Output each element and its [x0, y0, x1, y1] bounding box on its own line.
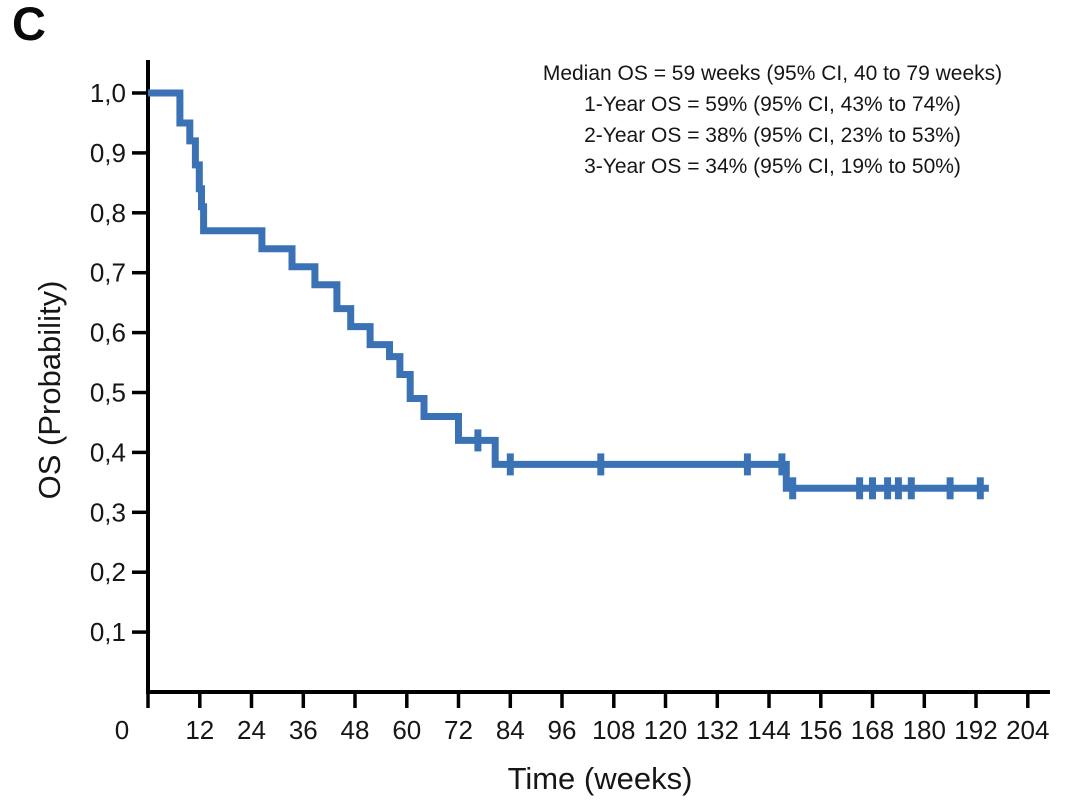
x-tick-label: 12: [185, 715, 214, 745]
censor-marks: [474, 429, 984, 500]
annotation-1yr-os: 1-Year OS = 59% (95% CI, 43% to 74%): [584, 93, 961, 116]
x-tick-label: 168: [851, 715, 894, 745]
y-axis-ticks: 0,1 0,2 0,3 0,4 0,5 0,6 0,7 0,8 0,9 1,0: [90, 78, 146, 647]
x-tick-label: 36: [289, 715, 318, 745]
y-tick-label: 1,0: [90, 78, 126, 108]
km-survival-curve: [148, 89, 989, 492]
y-tick-label: 0,1: [90, 617, 126, 647]
x-tick-label: 72: [444, 715, 473, 745]
x-tick-label: 204: [1006, 715, 1049, 745]
x-tick-label: 120: [644, 715, 687, 745]
y-tick-label: 0,8: [90, 198, 126, 228]
x-tick-label: 96: [548, 715, 577, 745]
axes: [146, 60, 1050, 694]
annotation-3yr-os: 3-Year OS = 34% (95% CI, 19% to 50%): [584, 155, 961, 178]
y-tick-label: 0,3: [90, 497, 126, 527]
x-tick-label: 24: [237, 715, 266, 745]
x-tick-label: 0: [115, 715, 129, 745]
panel-label: C: [12, 0, 46, 50]
y-axis-title: OS (Probability): [32, 280, 67, 500]
y-tick-label: 0,4: [90, 437, 126, 467]
x-tick-label: 48: [341, 715, 370, 745]
x-axis-ticks: 0 12 24 36 48 60 72 84 96 108 120 132 144 156 168 180 19…: [115, 694, 1049, 745]
y-tick-label: 0,2: [90, 557, 126, 587]
x-tick-label: 156: [799, 715, 842, 745]
x-tick-label: 60: [392, 715, 421, 745]
x-axis-title: Time (weeks): [507, 761, 693, 796]
y-tick-label: 0,7: [90, 258, 126, 288]
x-tick-label: 84: [496, 715, 525, 745]
x-tick-label: 192: [954, 715, 997, 745]
x-tick-label: 180: [903, 715, 946, 745]
annotation-median-os: Median OS = 59 weeks (95% CI, 40 to 79 w…: [542, 62, 1003, 85]
y-tick-label: 0,5: [90, 378, 126, 408]
x-tick-label: 108: [592, 715, 635, 745]
y-tick-label: 0,9: [90, 138, 126, 168]
statistics-annotation-block: Median OS = 59 weeks (95% CI, 40 to 79 w…: [500, 58, 1045, 182]
y-tick-label: 0,6: [90, 318, 126, 348]
annotation-2yr-os: 2-Year OS = 38% (95% CI, 23% to 53%): [584, 124, 961, 147]
x-tick-label: 132: [696, 715, 739, 745]
x-tick-label: 144: [747, 715, 790, 745]
